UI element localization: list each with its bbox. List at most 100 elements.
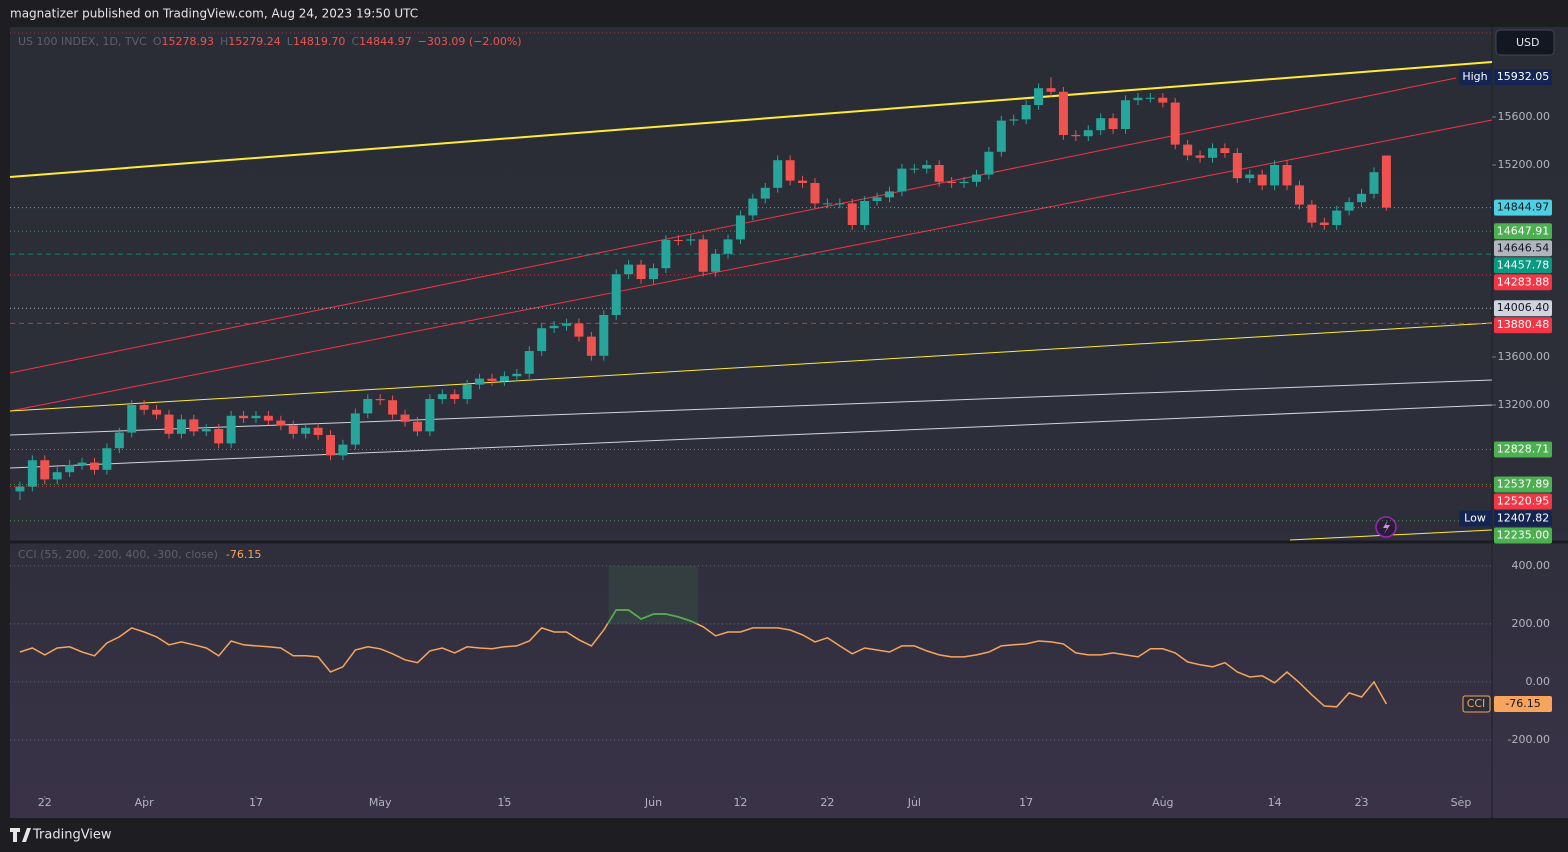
candle-body: [1207, 148, 1217, 158]
candle-body: [748, 198, 758, 216]
candle-body: [984, 151, 994, 175]
price-label-box: [1494, 300, 1552, 317]
logo-text: TradingView: [32, 828, 112, 843]
legend-key: O: [153, 35, 162, 48]
price-label: 12537.89: [1497, 477, 1550, 490]
candle-body: [798, 180, 808, 183]
candle-body: [661, 240, 671, 269]
candle-body: [487, 378, 497, 381]
price-label-box: [1494, 69, 1552, 86]
price-label: 14283.88: [1497, 275, 1550, 288]
candle-body: [1158, 97, 1168, 103]
candle-body: [338, 444, 348, 456]
price-label: 14844.97: [1497, 201, 1550, 214]
candle-body: [462, 384, 472, 399]
candle-body: [1083, 130, 1093, 137]
candle-body: [624, 264, 634, 275]
candle-body: [586, 336, 596, 356]
candle-body: [152, 409, 162, 415]
price-label: 12235.00: [1497, 528, 1550, 541]
overbought-zone: [608, 565, 699, 624]
x-tick-label: 12: [733, 796, 747, 809]
candle-body: [723, 239, 733, 254]
candle-body: [263, 415, 273, 421]
candle-body: [773, 160, 783, 188]
y-tick-label: 13600.00: [1498, 350, 1551, 363]
legend-value: 15279.24: [228, 35, 281, 48]
candle-body: [127, 405, 137, 433]
candle-body: [1369, 172, 1379, 194]
candle-body: [102, 448, 112, 470]
candle-body: [860, 201, 870, 225]
ohlc-legend: US 100 INDEX, 1D, TVC O15278.93 H15279.24 L…: [18, 35, 522, 48]
candle-body: [388, 400, 398, 415]
candle-body: [549, 325, 559, 329]
price-label: 14006.40: [1497, 301, 1550, 314]
x-tick-label: 15: [497, 796, 511, 809]
symbol: US 100 INDEX, 1D, TVC: [18, 35, 147, 48]
candle-body: [959, 181, 969, 183]
candle-body: [1294, 185, 1304, 205]
cci-line: [19, 609, 1388, 708]
currency-button[interactable]: [1495, 29, 1555, 56]
candle-body: [934, 165, 944, 182]
price-tag: Low: [1464, 511, 1486, 524]
candle-body: [201, 429, 211, 432]
price-label: 14457.78: [1497, 258, 1550, 271]
price-tag: High: [1462, 70, 1487, 83]
x-tick-label: Aug: [1152, 796, 1173, 809]
x-tick-label: 14: [1268, 796, 1282, 809]
candle-body: [1282, 165, 1292, 186]
price-tag-box: [1459, 69, 1492, 86]
candle-body: [1009, 119, 1019, 121]
x-tick-label: 22: [820, 796, 834, 809]
candle-body: [1232, 153, 1242, 179]
price-label-box: [1494, 199, 1552, 216]
candle-body: [909, 168, 919, 170]
candle-body: [822, 203, 832, 205]
publish-header: magnatizer published on TradingView.com,…: [10, 7, 418, 21]
alert-icon-bolt: [1383, 520, 1390, 534]
price-label: 12407.82: [1497, 511, 1550, 524]
candle-body: [375, 399, 385, 401]
price-tag-box: [1459, 510, 1492, 527]
candle-body: [214, 429, 224, 444]
price-label-box: [1494, 223, 1552, 240]
cci-badge-box: [1462, 695, 1491, 713]
candle-body: [1245, 174, 1255, 179]
candle-body: [1381, 155, 1391, 208]
candle-body: [1220, 148, 1230, 153]
candle-body: [239, 415, 249, 419]
candle-body: [562, 323, 572, 326]
candle-body: [1034, 88, 1044, 105]
candle-body: [897, 168, 907, 192]
candle-body: [27, 460, 37, 487]
candle-body: [835, 203, 845, 205]
candle-body: [301, 427, 311, 434]
y-tick-label: 200.00: [1512, 617, 1551, 630]
candle-body: [686, 239, 696, 241]
price-label: 12520.95: [1497, 494, 1550, 507]
price-label-box: [1494, 257, 1552, 274]
candle-body: [1170, 102, 1180, 145]
legend-value: 14819.70: [293, 35, 346, 48]
candle-body: [251, 415, 261, 419]
candle-body: [512, 373, 522, 377]
candle-body: [1307, 204, 1317, 223]
legend-key: C: [351, 35, 359, 48]
candle-body: [77, 462, 87, 465]
x-tick-label: Jun: [644, 796, 662, 809]
legend-value: 15278.93: [162, 35, 215, 48]
price-label-box: [1494, 510, 1552, 527]
legend-key: L: [287, 35, 294, 48]
candle-body: [760, 187, 770, 199]
candle-body: [1357, 193, 1367, 203]
candle-body: [313, 427, 323, 435]
candle-body: [363, 399, 373, 414]
candle-body: [524, 351, 534, 374]
y-tick-label: -200.00: [1508, 733, 1550, 746]
price-label-box: [1494, 527, 1552, 544]
y-tick-label: 400.00: [1512, 559, 1551, 572]
price-label: 14647.91: [1497, 224, 1550, 237]
candle-body: [1108, 118, 1118, 129]
